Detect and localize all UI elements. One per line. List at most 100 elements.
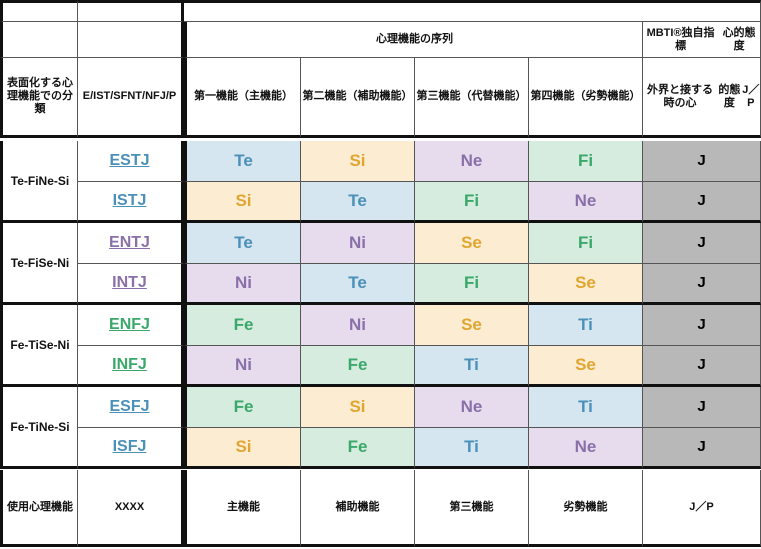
footer-func2: 補助機能 <box>301 470 415 547</box>
header-blank <box>0 0 78 22</box>
function-cell: Se <box>529 264 643 305</box>
function-cell: Se <box>415 305 529 346</box>
type-istj[interactable]: ISTJ <box>78 182 184 223</box>
function-cell: Fe <box>184 387 301 428</box>
footer-code: XXXX <box>78 470 184 547</box>
function-cell: Si <box>301 387 415 428</box>
function-cell: Fi <box>415 182 529 223</box>
group-label-line: Te-Fi <box>10 255 39 270</box>
function-cell: Ni <box>184 346 301 387</box>
col-header-dims-line: ST/SF <box>96 90 128 102</box>
header-blank <box>78 22 184 58</box>
function-cell: Si <box>301 141 415 182</box>
function-cell: Te <box>301 182 415 223</box>
attitude-cell: J <box>643 346 761 387</box>
group-label: Fe-Ti Se-Ni <box>0 305 78 387</box>
footer-label-line: 使用心理機 <box>7 500 62 513</box>
col-header-dims: E/I ST/SF NT/NF J/P <box>78 58 184 138</box>
function-cell: Ne <box>529 428 643 469</box>
col-header-func2: 第二機能 （補助機能） <box>301 58 415 138</box>
function-cell: Fi <box>529 223 643 264</box>
mbti-title: MBTI®独自指標 心的態度 <box>643 22 761 58</box>
group-label-line: Fe-Ti <box>10 337 39 352</box>
function-cell: Ti <box>415 346 529 387</box>
function-cell: Ni <box>301 305 415 346</box>
group-label: Te-Fi Ne-Si <box>0 141 78 223</box>
col-header-func3: 第三機能 （代替機能） <box>415 58 529 138</box>
col-header-func4: 第四機能 （劣勢機能） <box>529 58 643 138</box>
function-cell: Fi <box>529 141 643 182</box>
function-cell: Ne <box>415 141 529 182</box>
col-header-func1-line: 第一機能 <box>194 90 238 102</box>
group-label: Fe-Ti Ne-Si <box>0 387 78 469</box>
footer-label-line: 能 <box>62 500 73 513</box>
group-label-line: Fe-Ti <box>10 419 39 434</box>
col-header-attitude-line: 外界と接する時の心 <box>647 83 714 109</box>
function-cell: Fi <box>415 264 529 305</box>
footer-attitude: J／P <box>643 470 761 547</box>
col-header-attitude-line: 的態度 <box>718 83 741 109</box>
type-estj[interactable]: ESTJ <box>78 141 184 182</box>
col-header-func3-line: （代替機能） <box>460 90 527 102</box>
function-cell: Te <box>184 223 301 264</box>
type-isfj[interactable]: ISFJ <box>78 428 184 469</box>
mbti-title-line: 心的態度 <box>722 26 756 52</box>
function-cell: Ti <box>415 428 529 469</box>
attitude-cell: J <box>643 305 761 346</box>
function-cell: Fe <box>184 305 301 346</box>
col-header-func4-line: 第四機能 <box>530 90 575 102</box>
col-header-dims-line: J/P <box>159 90 177 102</box>
sequence-title: 心理機能の序列 <box>184 22 643 58</box>
attitude-cell: J <box>643 387 761 428</box>
col-header-func1-line: （主機能） <box>238 90 293 102</box>
function-cell: Te <box>301 264 415 305</box>
group-label-line: Te-Fi <box>10 173 39 188</box>
group-label-line: Ne-Si <box>38 419 70 434</box>
function-cell: Fe <box>301 428 415 469</box>
header-blank <box>184 0 761 22</box>
group-label-line: Se-Ni <box>38 337 70 352</box>
type-enfj[interactable]: ENFJ <box>78 305 184 346</box>
footer-func1: 主機能 <box>184 470 301 547</box>
function-cell: Se <box>529 346 643 387</box>
function-cell: Ti <box>529 387 643 428</box>
function-cell: Fe <box>301 346 415 387</box>
function-cell: Ni <box>301 223 415 264</box>
col-header-classification: 表面化する心理機能での分類 <box>0 58 78 138</box>
type-infj[interactable]: INFJ <box>78 346 184 387</box>
attitude-cell: J <box>643 141 761 182</box>
footer-label: 使用心理機能 <box>0 470 78 547</box>
footer-func4: 劣勢機能 <box>529 470 643 547</box>
function-cell: Ne <box>415 387 529 428</box>
header-blank <box>78 0 184 22</box>
type-esfj[interactable]: ESFJ <box>78 387 184 428</box>
type-intj[interactable]: INTJ <box>78 264 184 305</box>
col-header-func3-line: 第三機能 <box>416 90 461 102</box>
col-header-attitude-line: J／P <box>742 83 760 109</box>
header-blank <box>0 22 78 58</box>
footer-func3: 第三機能 <box>415 470 529 547</box>
function-cell: Se <box>415 223 529 264</box>
col-header-func4-line: （劣勢機能） <box>574 90 641 102</box>
group-label-line: Ne-Si <box>38 173 70 188</box>
col-header-func1: 第一機能 （主機能） <box>184 58 301 138</box>
function-cell: Ni <box>184 264 301 305</box>
function-cell: Si <box>184 182 301 223</box>
group-label-line: Se-Ni <box>38 255 70 270</box>
function-cell: Ti <box>529 305 643 346</box>
function-cell: Ne <box>529 182 643 223</box>
col-header-func2-line: 第二機能 <box>302 90 347 102</box>
col-header-dims-line: NT/NF <box>127 90 160 102</box>
mbti-title-line: MBTI®独自指標 <box>646 26 715 52</box>
function-cell: Si <box>184 428 301 469</box>
attitude-cell: J <box>643 428 761 469</box>
function-cell: Te <box>184 141 301 182</box>
col-header-dims-line: E/I <box>82 90 97 102</box>
attitude-cell: J <box>643 223 761 264</box>
group-label: Te-Fi Se-Ni <box>0 223 78 305</box>
attitude-cell: J <box>643 264 761 305</box>
type-entj[interactable]: ENTJ <box>78 223 184 264</box>
col-header-func2-line: （補助機能） <box>346 90 413 102</box>
col-header-attitude: 外界と接する時の心 的態度 J／P <box>643 58 761 138</box>
